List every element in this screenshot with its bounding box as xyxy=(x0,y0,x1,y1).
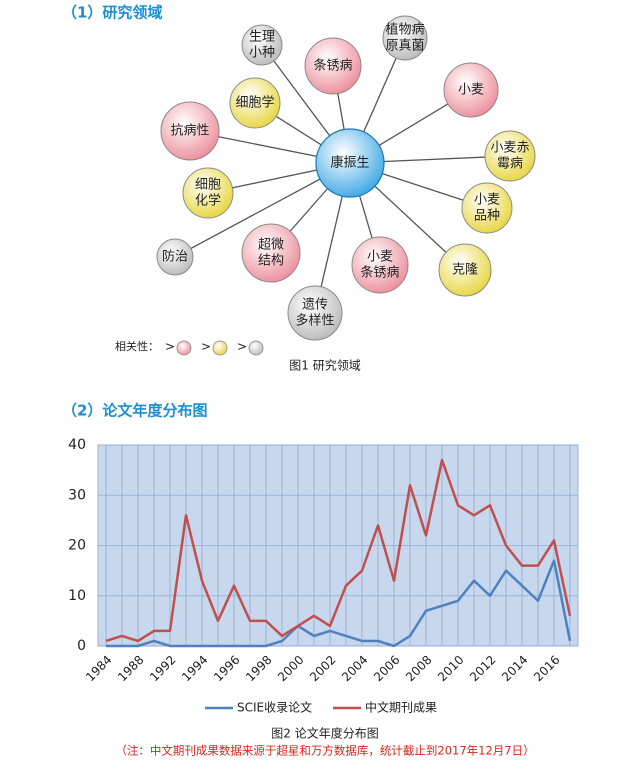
center-node xyxy=(315,128,385,198)
x-tick-label: 1994 xyxy=(179,653,210,684)
figure-caption: 图1 研究领域 xyxy=(289,358,360,373)
legend-swatch xyxy=(248,340,264,356)
node-circle xyxy=(241,24,283,66)
y-tick-label: 40 xyxy=(68,437,86,453)
legend-separator: > xyxy=(201,340,211,354)
node-label: 生理 xyxy=(249,30,275,45)
series-line xyxy=(106,559,572,648)
x-tick-label: 2006 xyxy=(371,653,402,684)
node-label: 多样性 xyxy=(295,313,334,329)
node-label: 小麦 xyxy=(458,83,484,98)
node-label: 小麦 xyxy=(367,250,393,265)
y-tick-label: 20 xyxy=(68,538,86,554)
legend-separator: > xyxy=(165,340,175,354)
node-label: 霉病 xyxy=(497,157,523,172)
x-tick-label: 2000 xyxy=(275,653,306,684)
section-heading: （1）研究领域 xyxy=(62,4,162,22)
node-label: 超微 xyxy=(258,238,284,253)
node-label: 原真菌 xyxy=(385,39,424,54)
node-label: 品种 xyxy=(474,209,500,224)
node-circle xyxy=(351,236,409,294)
node-circle xyxy=(382,15,428,61)
x-tick-label: 2010 xyxy=(435,653,466,684)
y-tick-label: 0 xyxy=(77,638,86,654)
center-label: 康振生 xyxy=(330,155,369,171)
section-heading: （2）论文年度分布图 xyxy=(62,402,207,420)
legend-label: 相关性： xyxy=(115,339,159,353)
node-label: 小麦 xyxy=(474,193,500,208)
node-label: 植物病 xyxy=(385,23,424,38)
x-tick-label: 2002 xyxy=(307,653,338,684)
series-line xyxy=(105,458,572,643)
node-circle xyxy=(461,182,513,234)
node-label: 化学 xyxy=(195,193,221,209)
legend-separator: > xyxy=(237,340,247,354)
x-tick-label: 1998 xyxy=(243,653,274,684)
node-circle xyxy=(438,243,492,297)
figure-note: （注：中文期刊成果数据来源于超星和万方数据库，统计截止到2017年12月7日） xyxy=(115,744,534,758)
node-circle xyxy=(156,238,194,276)
node-circle xyxy=(443,62,499,118)
node-label: 条锈病 xyxy=(313,58,352,74)
node-label: 抗病性 xyxy=(170,124,209,139)
x-tick-label: 2004 xyxy=(339,653,370,684)
figure-caption: 图2 论文年度分布图 xyxy=(271,726,378,741)
x-tick-label: 2012 xyxy=(467,653,498,684)
node-circle xyxy=(229,77,281,129)
node-label: 结构 xyxy=(258,254,284,269)
legend-swatch xyxy=(176,340,192,356)
node-label: 小种 xyxy=(249,46,275,61)
x-tick-label: 1984 xyxy=(83,653,114,684)
legend-label: SCIE收录论文 xyxy=(237,700,312,715)
node-label: 遗传 xyxy=(302,298,328,313)
node-circle xyxy=(160,101,220,161)
x-tick-label: 2014 xyxy=(499,653,530,684)
node-label: 防治 xyxy=(162,249,188,265)
node-label: 克隆 xyxy=(452,263,478,278)
y-tick-label: 10 xyxy=(68,588,86,604)
y-tick-label: 30 xyxy=(68,487,86,503)
x-tick-label: 1996 xyxy=(211,653,242,684)
node-circle xyxy=(304,37,362,95)
legend-swatch xyxy=(212,340,228,356)
node-label: 细胞学 xyxy=(235,95,274,111)
node-label: 条锈病 xyxy=(360,265,399,281)
x-tick-label: 2008 xyxy=(403,653,434,684)
node-circle xyxy=(484,130,536,182)
node-circle xyxy=(241,223,301,283)
node-label: 细胞 xyxy=(195,178,221,193)
node-circle xyxy=(287,285,343,341)
legend-label: 中文期刊成果 xyxy=(365,700,437,715)
node-label: 小麦赤 xyxy=(490,141,529,156)
node-circle xyxy=(182,167,234,219)
x-tick-label: 1992 xyxy=(147,653,178,684)
x-tick-label: 1988 xyxy=(115,653,146,684)
x-tick-label: 2016 xyxy=(531,653,562,684)
